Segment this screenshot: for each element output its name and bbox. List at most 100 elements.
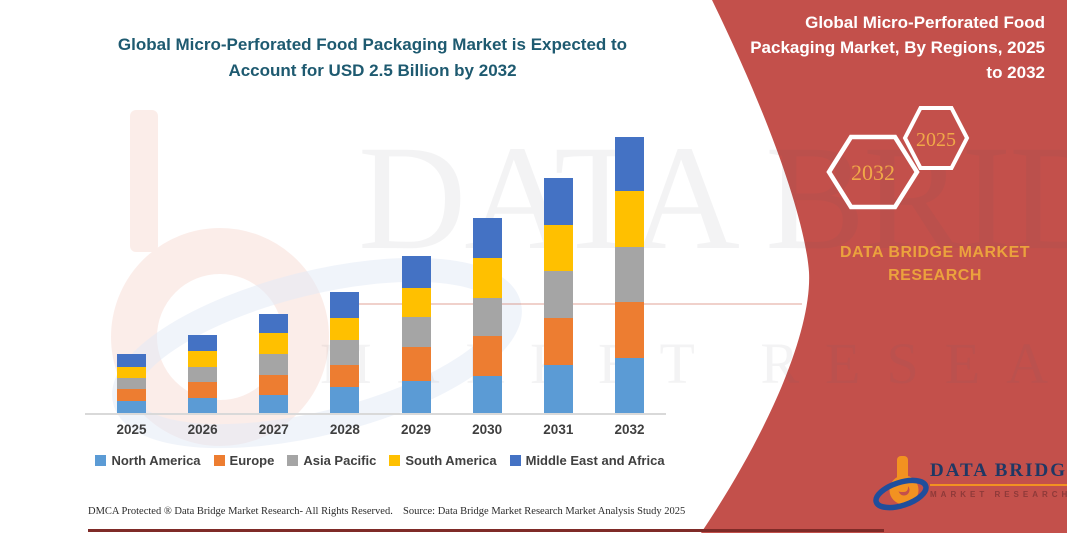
bar-segment-europe	[259, 374, 289, 396]
legend-label: Asia Pacific	[303, 453, 377, 468]
legend-item-south-america: South America	[389, 453, 497, 468]
legend-swatch	[509, 455, 521, 466]
x-axis-line	[85, 413, 666, 415]
chart-legend: North America Europe Asia Pacific South Ame…	[85, 453, 675, 468]
bar-segment-north-america	[188, 397, 218, 413]
bar-segment-middle-east-and-africa	[188, 334, 218, 352]
bar-2032	[614, 136, 644, 413]
chart-title-line2: Account for USD 2.5 Billion by 2032	[228, 61, 517, 80]
bar-segment-north-america	[543, 364, 573, 413]
bar-segment-north-america	[330, 386, 360, 413]
bar-segment-north-america	[614, 358, 644, 413]
bar-segment-south-america	[472, 257, 502, 298]
banner-brand: DATA BRIDGE MARKET RESEARCH	[800, 241, 1067, 287]
legend-swatch	[213, 455, 225, 466]
bar-segment-asia-pacific	[330, 340, 360, 365]
x-tick-2029: 2029	[401, 422, 432, 437]
bar-segment-asia-pacific	[117, 377, 146, 389]
legend-swatch	[389, 455, 401, 466]
legend-swatch	[287, 455, 299, 466]
legend-label: North America	[111, 453, 201, 468]
bar-segment-europe	[188, 382, 218, 398]
bar-segment-north-america	[401, 381, 431, 413]
data-bridge-logo: DATA BRIDGE MARKET RESEARCH	[872, 448, 1067, 528]
x-tick-2026: 2026	[187, 422, 218, 437]
legend-item-middle-east-and-africa: Middle East and Africa	[509, 453, 665, 468]
x-tick-2025: 2025	[116, 422, 147, 437]
bar-segment-middle-east-and-africa	[472, 218, 502, 258]
x-tick-2027: 2027	[258, 422, 289, 437]
bar-segment-south-america	[614, 190, 644, 247]
banner-brand-line1: DATA BRIDGE MARKET	[839, 244, 1031, 261]
bar-segment-europe	[614, 301, 644, 358]
bar-segment-europe	[472, 336, 502, 376]
bar-2026	[188, 334, 218, 413]
hexagon-2032	[826, 134, 920, 210]
legend-item-north-america: North America	[95, 453, 201, 468]
banner-heading-line1: Global Micro-Perforated Food	[805, 13, 1045, 32]
hexagon-2032-label: 2032	[851, 160, 895, 185]
banner-heading: Global Micro-Perforated Food Packaging M…	[735, 10, 1045, 85]
bar-2031	[543, 177, 573, 413]
bar-segment-middle-east-and-africa	[117, 353, 146, 367]
bar-segment-europe	[401, 347, 431, 382]
bar-segment-south-america	[401, 287, 431, 318]
legend-label: South America	[405, 453, 497, 468]
bar-segment-asia-pacific	[401, 317, 431, 348]
bar-2029	[401, 255, 431, 413]
bar-segment-middle-east-and-africa	[259, 314, 289, 333]
chart-title-line1: Global Micro-Perforated Food Packaging M…	[117, 35, 628, 54]
logo-underline	[930, 484, 1067, 486]
bar-segment-europe	[117, 388, 146, 401]
bar-2025	[117, 353, 146, 413]
logo-subtitle: MARKET RESEARCH	[930, 490, 1067, 499]
data-bridge-logo-icon	[873, 456, 929, 511]
bar-2027	[259, 314, 289, 413]
bar-2028	[330, 292, 360, 413]
bar-segment-asia-pacific	[614, 246, 644, 302]
bar-segment-middle-east-and-africa	[614, 136, 644, 191]
bar-segment-north-america	[259, 395, 289, 413]
bar-segment-asia-pacific	[188, 366, 218, 383]
bar-segment-middle-east-and-africa	[543, 177, 573, 225]
bar-segment-asia-pacific	[543, 271, 573, 319]
x-tick-2031: 2031	[543, 422, 574, 437]
legend-label: Europe	[229, 453, 275, 468]
hexagon-2025	[902, 106, 970, 170]
banner-brand-line2: RESEARCH	[888, 267, 982, 284]
bar-segment-south-america	[543, 224, 573, 272]
chart-title: Global Micro-Perforated Food Packaging M…	[85, 32, 660, 84]
banner-heading-line2: Packaging Market, By Regions, 2025	[750, 38, 1045, 57]
legend-swatch	[95, 455, 107, 466]
hexagon-2025-label: 2025	[916, 129, 956, 151]
watermark-market-research: MARKET RESEARCH	[320, 331, 1067, 396]
x-tick-2030: 2030	[472, 422, 503, 437]
bar-segment-south-america	[259, 332, 289, 354]
bar-segment-asia-pacific	[259, 353, 289, 375]
bar-segment-south-america	[117, 366, 146, 378]
bar-chart	[85, 120, 667, 415]
bar-segment-south-america	[330, 318, 360, 341]
banner-heading-line3: to 2032	[986, 63, 1045, 82]
bar-segment-middle-east-and-africa	[401, 255, 431, 288]
dmca-notice: DMCA Protected ® Data Bridge Market Rese…	[88, 506, 393, 517]
legend-label: Middle East and Africa	[525, 453, 665, 468]
x-tick-2028: 2028	[329, 422, 360, 437]
source-note: Source: Data Bridge Market Research Mark…	[403, 506, 686, 517]
bar-segment-north-america	[117, 400, 146, 413]
bar-segment-north-america	[472, 375, 502, 413]
bar-segment-europe	[330, 364, 360, 387]
bar-segment-south-america	[188, 351, 218, 367]
bar-segment-europe	[543, 318, 573, 365]
bar-segment-asia-pacific	[472, 297, 502, 337]
x-tick-2032: 2032	[614, 422, 645, 437]
logo-name: DATA BRIDGE	[930, 460, 1067, 481]
bar-segment-middle-east-and-africa	[330, 292, 360, 319]
legend-item-asia-pacific: Asia Pacific	[287, 453, 376, 468]
bottom-rule	[88, 529, 884, 532]
legend-item-europe: Europe	[213, 453, 275, 468]
bar-2030	[472, 218, 502, 413]
x-axis-labels: 2025 2026 2027 2028 2029 2030 2031 2032	[85, 422, 667, 440]
